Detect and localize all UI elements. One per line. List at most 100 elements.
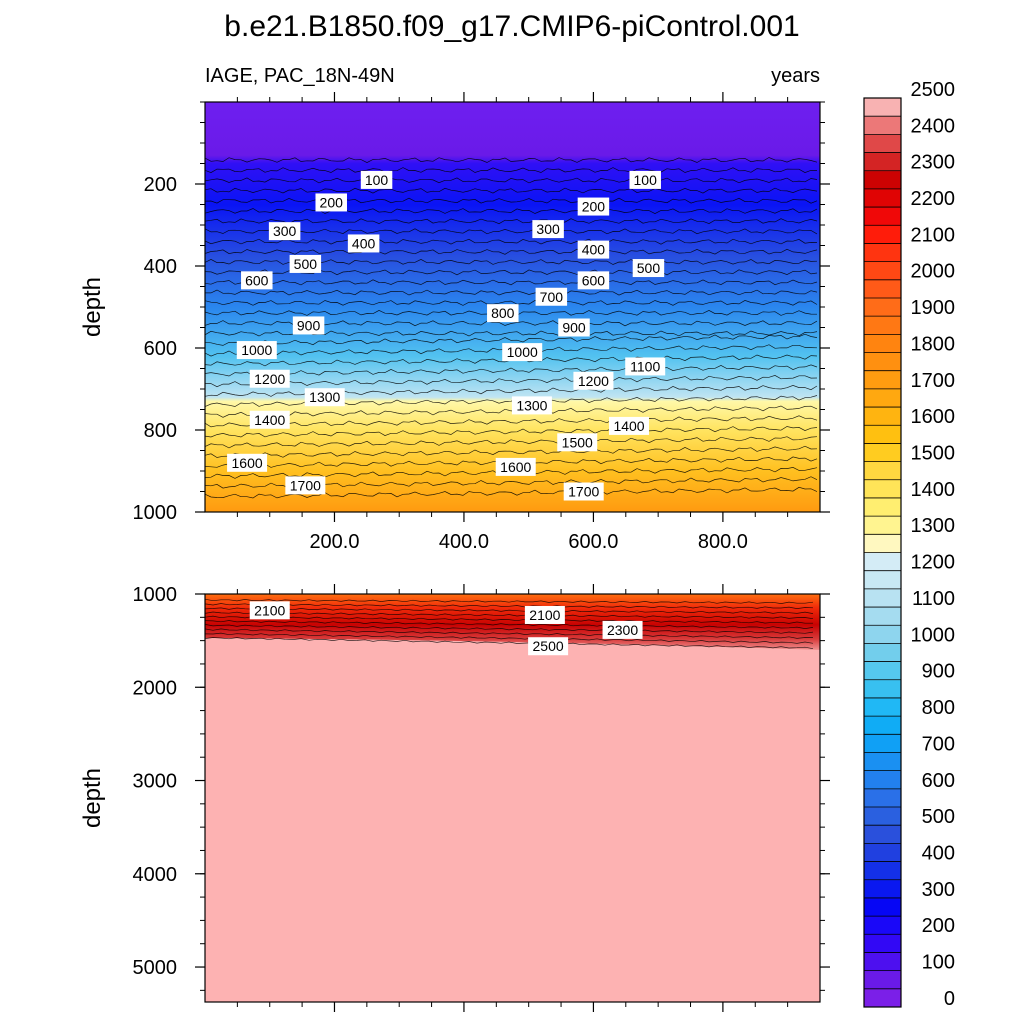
contour-label: 1500 xyxy=(557,433,598,452)
contour-label: 500 xyxy=(632,259,665,278)
colorbar-swatch xyxy=(864,370,901,390)
contour-label: 1700 xyxy=(563,482,604,501)
contour-label-box xyxy=(236,341,277,360)
colorbar-swatch xyxy=(864,588,901,608)
contour-label: 2300 xyxy=(602,620,643,639)
contour-label: 1600 xyxy=(495,457,536,476)
colorbar-swatch xyxy=(864,570,901,590)
contour-line xyxy=(204,238,818,245)
contour-label-box xyxy=(535,287,568,306)
contour-label-text: 1300 xyxy=(516,397,547,413)
contour-line xyxy=(204,628,814,639)
contour-label: 500 xyxy=(289,254,322,273)
contour-label-box xyxy=(577,271,610,290)
colorbar-swatch xyxy=(864,407,901,426)
colorbar-swatch xyxy=(864,807,901,826)
contour-label-box xyxy=(241,271,273,290)
colorbar-swatch xyxy=(864,679,901,699)
contour-label-box xyxy=(249,369,290,388)
contour-label: 2500 xyxy=(528,637,569,656)
contour-label-box xyxy=(528,637,569,656)
x-tick-label: 400.0 xyxy=(439,531,489,553)
contour-line xyxy=(204,208,818,214)
colorbar-swatch xyxy=(864,297,901,317)
colorbar-swatch xyxy=(864,716,901,735)
contour-label-box xyxy=(632,259,665,278)
contour-label-text: 1600 xyxy=(232,455,263,471)
colorbar-swatch xyxy=(864,316,901,335)
contour-label: 200 xyxy=(315,193,347,212)
contour-label-text: 1000 xyxy=(241,342,272,358)
contour-line xyxy=(204,157,818,163)
contour-label: 1300 xyxy=(511,396,552,415)
contour-label-text: 900 xyxy=(562,320,586,336)
contour-line xyxy=(204,167,818,173)
colorbar-label: 1500 xyxy=(911,443,956,465)
lower-panel-frame xyxy=(204,593,821,1003)
colorbar-swatch xyxy=(864,479,901,499)
colorbar-swatch xyxy=(864,98,901,117)
contour-label: 600 xyxy=(577,271,610,290)
contour-label-box xyxy=(227,453,268,472)
colorbar-swatch xyxy=(864,497,901,517)
contour-label-text: 2100 xyxy=(254,602,285,618)
contour-line xyxy=(204,607,814,614)
contour-label-box xyxy=(502,343,543,362)
contour-line xyxy=(204,445,818,458)
contour-line xyxy=(204,248,818,255)
contour-line xyxy=(204,375,818,388)
colorbar-swatch xyxy=(864,934,901,953)
contour-line xyxy=(204,598,814,604)
colorbar-label: 1700 xyxy=(911,370,956,392)
contour-line xyxy=(204,333,818,346)
colorbar-label: 2100 xyxy=(911,224,956,246)
colorbar-label: 1800 xyxy=(911,333,956,355)
contour-label-text: 1000 xyxy=(507,344,538,360)
contour-label: 1000 xyxy=(502,343,543,362)
contour-label: 700 xyxy=(535,287,568,306)
contour-label-box xyxy=(268,222,301,241)
contour-label-text: 600 xyxy=(582,272,606,288)
contour-line xyxy=(204,615,813,624)
colorbar-label: 900 xyxy=(922,661,955,683)
colorbar-swatch xyxy=(864,643,901,663)
colorbar-swatch xyxy=(864,207,901,226)
contour-label: 1400 xyxy=(249,410,290,429)
contour-label-box xyxy=(602,620,643,639)
contour-line xyxy=(204,620,814,629)
contour-line xyxy=(204,269,818,276)
contour-label-text: 900 xyxy=(297,317,321,333)
colorbar-swatch xyxy=(864,425,901,444)
colorbar-swatch xyxy=(864,443,901,463)
contour-label-box xyxy=(487,304,519,323)
contour-line xyxy=(204,486,818,499)
contour-label: 600 xyxy=(241,271,273,290)
contour-label-box xyxy=(304,388,345,407)
colorbar-label: 1000 xyxy=(911,624,956,646)
contour-label-box xyxy=(495,457,536,476)
contour-line xyxy=(204,364,818,377)
contour-label-text: 300 xyxy=(536,221,560,237)
colorbar-swatch xyxy=(864,825,901,844)
contour-label-text: 300 xyxy=(273,223,297,239)
colorbar-swatch xyxy=(864,116,901,135)
contour-label-text: 500 xyxy=(637,260,661,276)
contour-line xyxy=(204,177,818,184)
contour-label-text: 2300 xyxy=(607,622,638,638)
contour-label: 400 xyxy=(347,234,380,253)
y-tick-label: 2000 xyxy=(133,677,178,699)
colorbar-label: 1200 xyxy=(911,552,956,574)
colorbar-swatch xyxy=(864,552,901,572)
colorbar-swatch xyxy=(864,188,901,208)
colorbar-swatch xyxy=(864,879,901,899)
contour-label: 1000 xyxy=(236,341,277,360)
colorbar-label: 300 xyxy=(922,879,955,901)
contour-label: 800 xyxy=(487,304,519,323)
contour-label-text: 400 xyxy=(582,242,606,258)
contour-label-box xyxy=(609,416,650,435)
colorbar-swatch xyxy=(864,952,901,972)
contour-line xyxy=(204,197,818,204)
colorbar-label: 500 xyxy=(922,806,955,828)
contour-line xyxy=(204,405,818,418)
colorbar-swatch xyxy=(864,916,901,935)
